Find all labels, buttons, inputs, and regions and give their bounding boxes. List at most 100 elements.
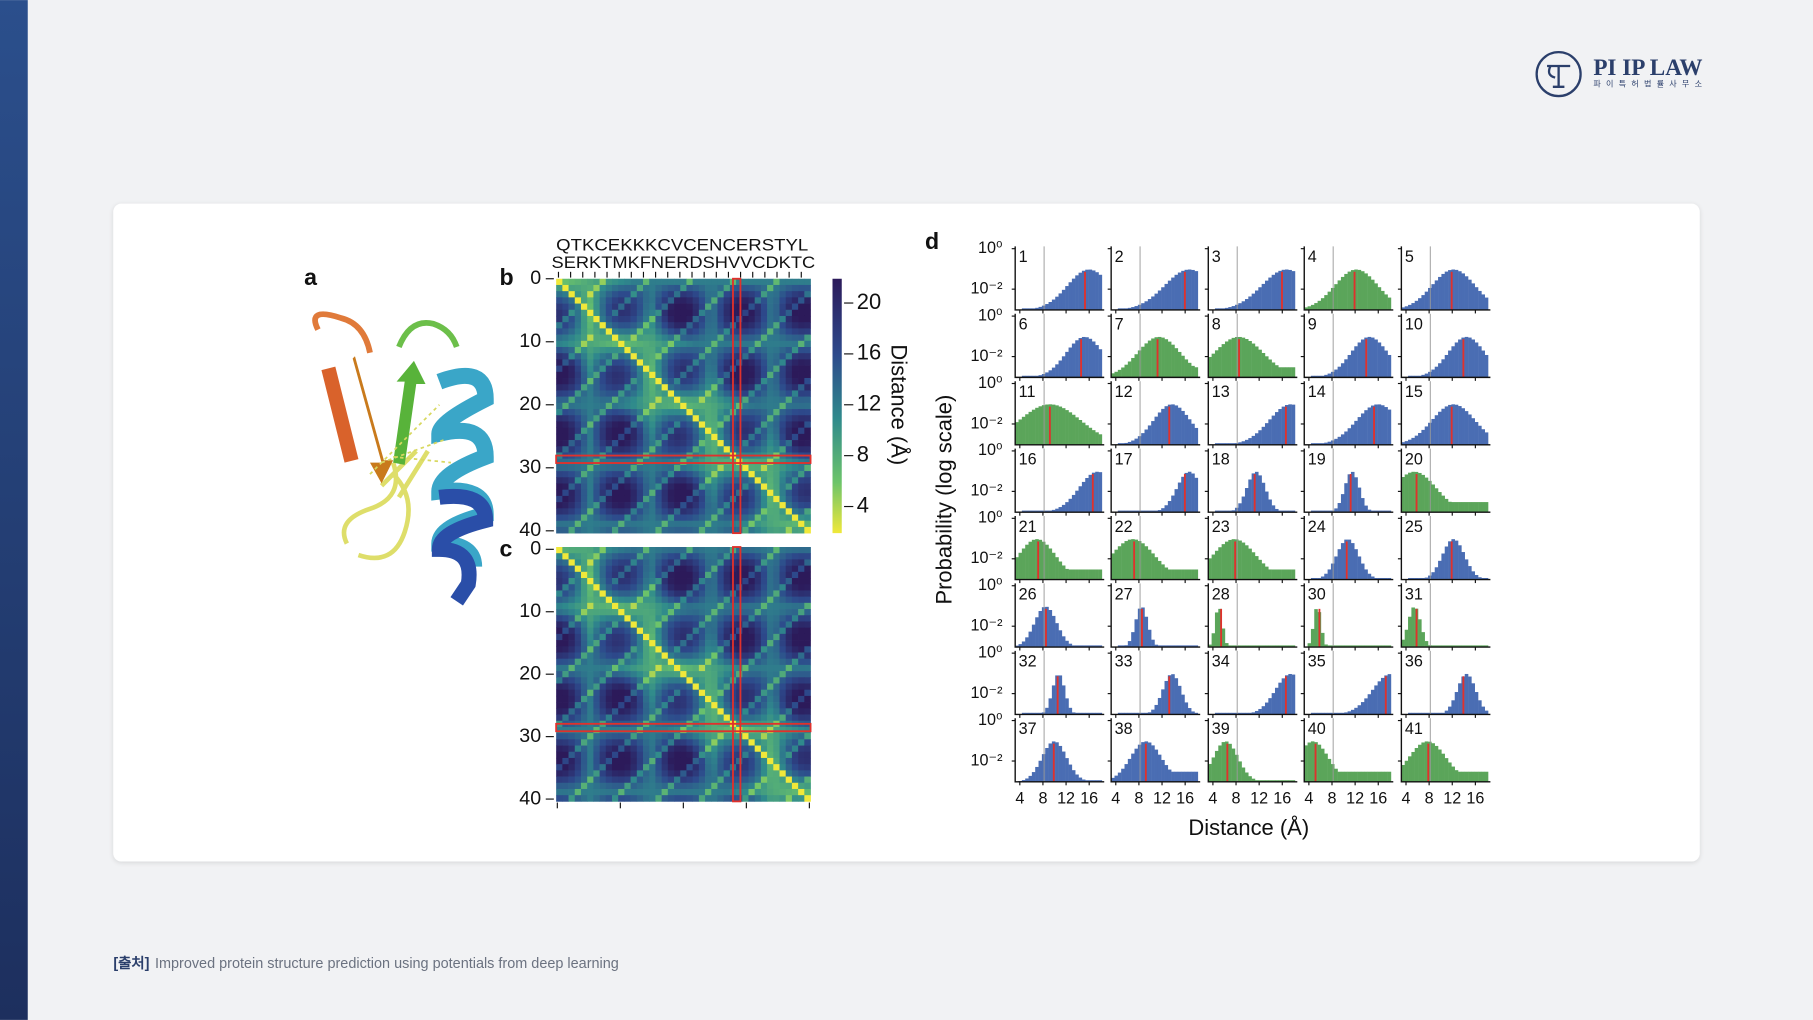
heatmap-cell bbox=[723, 609, 731, 616]
heatmap-cell bbox=[636, 464, 644, 472]
histogram-bar bbox=[1114, 775, 1119, 782]
heatmap-cell bbox=[661, 646, 669, 653]
histogram-bar bbox=[1340, 645, 1345, 648]
heatmap-cell bbox=[692, 508, 700, 515]
heatmap-cell bbox=[649, 578, 656, 585]
heatmap-cell bbox=[593, 458, 600, 466]
heatmap-cell bbox=[698, 640, 706, 647]
heatmap-cell bbox=[767, 571, 774, 579]
heatmap-cell bbox=[717, 390, 725, 397]
heatmap-cell bbox=[711, 596, 718, 604]
heatmap-cell bbox=[655, 621, 662, 629]
heatmap-cell bbox=[692, 390, 700, 397]
heatmap-cell bbox=[748, 291, 756, 298]
heatmap-cell bbox=[742, 757, 749, 765]
histogram-bar bbox=[1458, 339, 1462, 378]
heatmap-cell bbox=[779, 764, 787, 771]
histogram-bar bbox=[1291, 780, 1296, 782]
heatmap-cell bbox=[593, 322, 600, 329]
heatmap-cell bbox=[754, 677, 762, 684]
heatmap-cell bbox=[723, 627, 731, 635]
histogram-label: 12 bbox=[1115, 383, 1133, 401]
heatmap-cell bbox=[686, 427, 693, 435]
histogram-bar bbox=[1324, 295, 1328, 310]
histogram-bar bbox=[1471, 645, 1475, 648]
heatmap-cell bbox=[624, 415, 631, 422]
heatmap-cell bbox=[804, 495, 811, 503]
heatmap-cell bbox=[767, 495, 774, 503]
histogram-bar bbox=[1231, 337, 1236, 378]
heatmap-cell bbox=[574, 458, 582, 466]
colorbar-label: Distance (Å) bbox=[886, 344, 911, 465]
histogram-label: 18 bbox=[1212, 450, 1230, 468]
heatmap-cell bbox=[655, 526, 662, 534]
heatmap-cell bbox=[717, 396, 725, 404]
histogram-bar bbox=[1021, 375, 1026, 378]
heatmap-cell bbox=[630, 578, 638, 585]
histogram-bar bbox=[1238, 442, 1242, 445]
heatmap-cell bbox=[705, 677, 712, 684]
histogram-bar bbox=[1117, 308, 1122, 310]
heatmap-cell bbox=[804, 782, 811, 790]
heatmap-cell bbox=[742, 328, 749, 335]
histogram-label: 8 bbox=[1212, 316, 1221, 334]
heatmap-cell bbox=[599, 378, 607, 385]
heatmap-cell bbox=[556, 671, 563, 678]
heatmap-cell bbox=[698, 440, 706, 447]
heatmap-cell bbox=[723, 433, 731, 441]
heatmap-cell bbox=[773, 278, 780, 286]
heatmap-cell bbox=[711, 359, 718, 366]
heatmap-cell bbox=[686, 578, 693, 585]
heatmap-cell bbox=[686, 621, 693, 629]
heatmap-cell bbox=[568, 565, 576, 573]
heatmap-cell bbox=[791, 571, 799, 579]
heatmap-cell bbox=[580, 739, 588, 746]
heatmap-cell bbox=[655, 353, 662, 360]
heatmap-cell bbox=[643, 615, 650, 622]
histogram-bar bbox=[1284, 569, 1289, 580]
heatmap-cell bbox=[599, 578, 607, 585]
heatmap-cell bbox=[661, 726, 669, 734]
histogram-bar bbox=[1258, 708, 1262, 715]
heatmap-cell bbox=[593, 633, 600, 641]
heatmap-cell bbox=[717, 322, 725, 329]
protein-cartoon bbox=[312, 311, 494, 606]
heatmap-cell bbox=[599, 652, 607, 660]
heatmap-cell bbox=[742, 695, 749, 703]
heatmap-cell bbox=[748, 689, 756, 697]
heatmap-cell bbox=[785, 590, 793, 597]
heatmap-cell bbox=[711, 559, 718, 566]
heatmap-cell bbox=[748, 751, 756, 759]
heatmap-cell bbox=[798, 526, 805, 534]
heatmap-cell bbox=[698, 677, 706, 684]
heatmap-cell bbox=[705, 726, 712, 734]
heatmap-cell bbox=[742, 745, 749, 753]
heatmap-cell bbox=[661, 782, 669, 790]
heatmap-cell bbox=[767, 315, 774, 323]
heatmap-cell bbox=[754, 390, 762, 397]
heatmap-cell bbox=[692, 733, 700, 740]
histogram-bar bbox=[1418, 619, 1422, 648]
heatmap-cell bbox=[556, 458, 563, 466]
histogram-bar bbox=[1418, 712, 1422, 715]
heatmap-cell bbox=[742, 483, 749, 491]
heatmap-cell bbox=[760, 297, 768, 304]
histogram-bar bbox=[1340, 363, 1345, 378]
heatmap-cell bbox=[804, 471, 811, 478]
heatmap-cell bbox=[804, 664, 811, 672]
heatmap-cell bbox=[599, 571, 607, 579]
histogram-bar bbox=[1484, 354, 1489, 378]
heatmap-cell bbox=[742, 770, 749, 777]
heatmap-cell bbox=[748, 627, 756, 635]
heatmap-cell bbox=[773, 508, 780, 515]
histogram-bar bbox=[1380, 577, 1385, 580]
heatmap-cell bbox=[779, 309, 787, 317]
histogram-label: 36 bbox=[1405, 653, 1423, 671]
heatmap-cell bbox=[785, 602, 793, 610]
heatmap-cell bbox=[804, 520, 811, 528]
heatmap-cell bbox=[580, 646, 588, 653]
map-tick-label: 0 bbox=[530, 538, 541, 560]
heatmap-cell bbox=[605, 297, 613, 304]
heatmap-cell bbox=[618, 508, 625, 515]
histogram-bar bbox=[1251, 473, 1256, 513]
